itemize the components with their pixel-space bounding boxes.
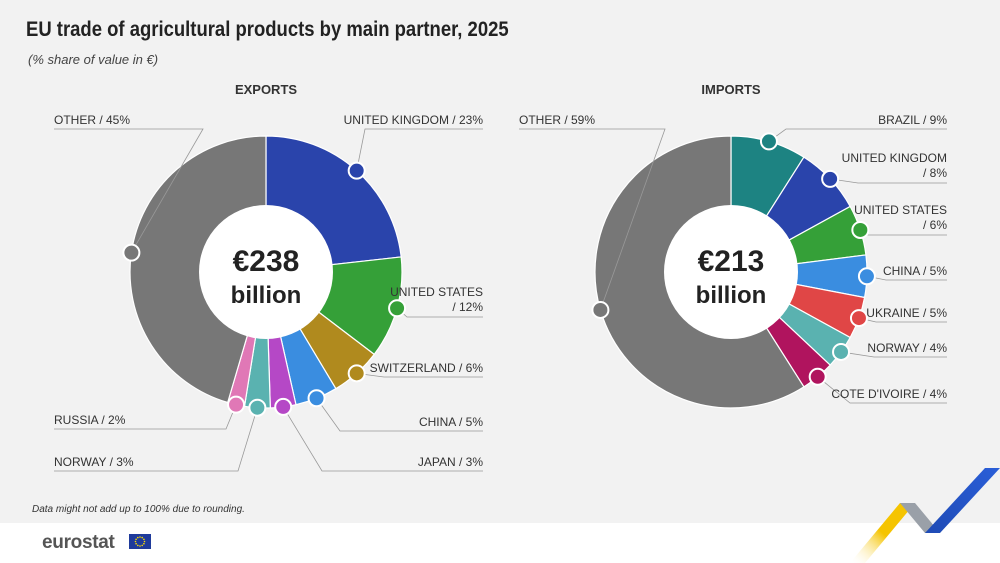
brand-stripes-decoration xyxy=(850,468,1000,563)
leader-line xyxy=(356,128,483,171)
slice-marker-dot xyxy=(808,367,827,386)
leader-line xyxy=(282,406,483,472)
leader-line xyxy=(519,128,666,311)
leader-line xyxy=(54,407,258,472)
exports-total-unit: billion xyxy=(231,282,302,309)
exports-label-united-states: UNITED STATES/ 12% xyxy=(390,285,483,314)
leader-line xyxy=(817,376,947,404)
footnote: Data might not add up to 100% due to rou… xyxy=(32,504,245,515)
slice-marker-dot xyxy=(759,132,778,151)
leader-line xyxy=(840,351,947,358)
exports-label-united-kingdom: UNITED KINGDOM / 23% xyxy=(344,113,484,127)
eurostat-logo: eurostat xyxy=(42,532,115,553)
eu-flag-icon xyxy=(129,534,151,549)
exports-label-switzerland: SWITZERLAND / 6% xyxy=(370,361,484,375)
imports-label-other: OTHER / 59% xyxy=(519,113,595,127)
slice-marker-dot xyxy=(274,397,293,416)
slice-marker-dot xyxy=(227,395,246,414)
slice-marker-dot xyxy=(347,364,366,383)
slice-marker-dot xyxy=(832,342,851,361)
exports-label-russia: RUSSIA / 2% xyxy=(54,413,126,427)
imports-total-value: €213 xyxy=(698,245,765,278)
slice-marker-dot xyxy=(857,267,876,286)
imports-label-cote-d-ivoire: COTE D'IVOIRE / 4% xyxy=(831,387,947,401)
slice-marker-dot xyxy=(248,398,267,417)
slice-marker-dot xyxy=(122,243,141,262)
slice-marker-dot xyxy=(347,161,366,180)
exports-total-value: €238 xyxy=(233,245,300,278)
imports-label-brazil: BRAZIL / 9% xyxy=(878,113,947,127)
exports-heading: EXPORTS xyxy=(235,82,297,97)
slice-marker-dot xyxy=(849,309,868,328)
imports-donut-hole xyxy=(664,205,798,339)
imports-label-ukraine: UKRAINE / 5% xyxy=(866,306,947,320)
slice-marker-dot xyxy=(591,300,610,319)
exports-donut-hole xyxy=(199,205,333,339)
slice-marker-dot xyxy=(307,389,326,408)
chart-subtitle: (% share of value in €) xyxy=(28,52,159,67)
imports-label-norway: NORWAY / 4% xyxy=(867,341,947,355)
imports-label-china: CHINA / 5% xyxy=(883,264,947,278)
imports-label-united-kingdom: UNITED KINGDOM/ 8% xyxy=(842,151,948,180)
leader-line xyxy=(54,128,204,253)
imports-label-united-states: UNITED STATES/ 6% xyxy=(854,203,947,232)
chart-title: EU trade of agricultural products by mai… xyxy=(26,18,509,41)
leader-line xyxy=(316,398,483,432)
footer-bar xyxy=(0,523,1000,563)
exports-label-japan: JAPAN / 3% xyxy=(418,455,483,469)
imports-donut-chart: IMPORTS €213 billion BRAZIL / 9% UNITED KING… xyxy=(519,82,948,409)
leader-line xyxy=(356,372,483,378)
imports-total-unit: billion xyxy=(696,282,767,309)
exports-label-other: OTHER / 45% xyxy=(54,113,130,127)
leader-line xyxy=(830,178,947,184)
imports-heading: IMPORTS xyxy=(701,82,761,97)
exports-label-china: CHINA / 5% xyxy=(419,415,483,429)
slice-marker-dot xyxy=(388,299,407,318)
slice-marker-dot xyxy=(821,169,840,188)
exports-donut-chart: EXPORTS €238 billion UNITED KINGDOM / 23% UN… xyxy=(54,82,484,472)
leader-line xyxy=(768,128,947,142)
slice-marker-dot xyxy=(851,220,870,239)
exports-label-norway: NORWAY / 3% xyxy=(54,455,134,469)
